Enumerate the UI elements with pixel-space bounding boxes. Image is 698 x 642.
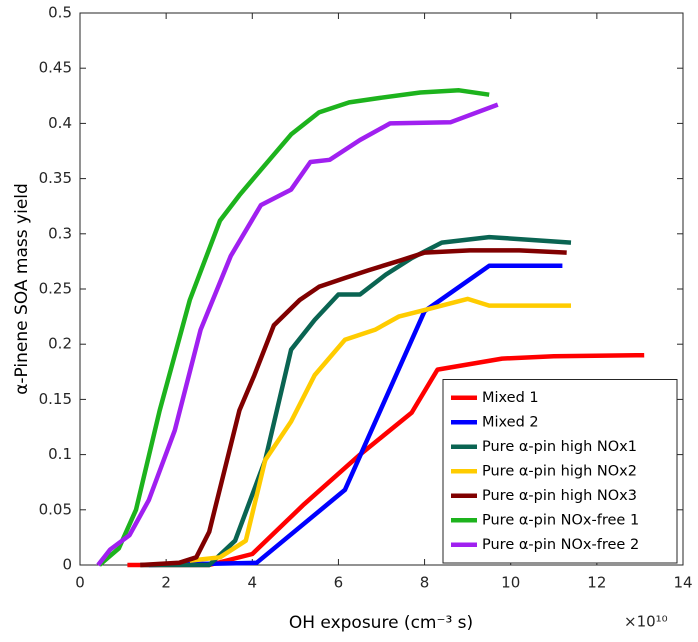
legend-box <box>442 379 678 564</box>
y-tick-label: 0.3 <box>48 224 72 242</box>
legend-label: Pure α-pin NOx-free 1 <box>482 512 639 528</box>
y-tick-label: 0.25 <box>39 280 72 298</box>
x-multiplier: ×10¹⁰ <box>624 613 668 631</box>
data-line <box>140 248 567 568</box>
x-tick-label: 4 <box>248 574 258 592</box>
data-line <box>148 263 563 568</box>
x-axis-label: OH exposure (cm⁻³ s) <box>289 613 473 633</box>
y-tick-label: 0.5 <box>48 4 72 22</box>
y-tick-label: 0.35 <box>39 169 72 187</box>
x-tick-label: 6 <box>334 574 344 592</box>
y-tick-label: 0.05 <box>39 500 72 518</box>
data-line <box>127 352 645 568</box>
data-line <box>140 234 572 568</box>
x-tick-label: 8 <box>420 574 430 592</box>
y-tick-label: 0.4 <box>48 114 72 132</box>
data-line <box>97 88 490 567</box>
y-tick-label: 0.15 <box>39 390 72 408</box>
data-line <box>189 296 571 563</box>
legend-label: Pure α-pin high NOx2 <box>482 463 637 479</box>
x-tick-label: 12 <box>587 574 606 592</box>
legend-label: Pure α-pin NOx-free 2 <box>482 537 639 553</box>
x-tick-label: 10 <box>501 574 520 592</box>
y-tick-label: 0.45 <box>39 59 72 77</box>
y-axis-label: α-Pinene SOA mass yield <box>12 183 32 395</box>
x-tick-label: 2 <box>161 574 171 592</box>
legend-label: Mixed 1 <box>482 390 539 406</box>
data-line <box>96 102 499 567</box>
x-tick-label: 14 <box>673 574 692 592</box>
x-tick-label: 0 <box>75 574 85 592</box>
legend-label: Mixed 2 <box>482 414 539 430</box>
legend-label: Pure α-pin high NOx1 <box>482 439 637 455</box>
legend-label: Pure α-pin high NOx3 <box>482 488 637 504</box>
y-tick-label: 0.1 <box>48 445 72 463</box>
y-tick-label: 0.2 <box>48 335 72 353</box>
y-tick-label: 0 <box>62 556 72 574</box>
